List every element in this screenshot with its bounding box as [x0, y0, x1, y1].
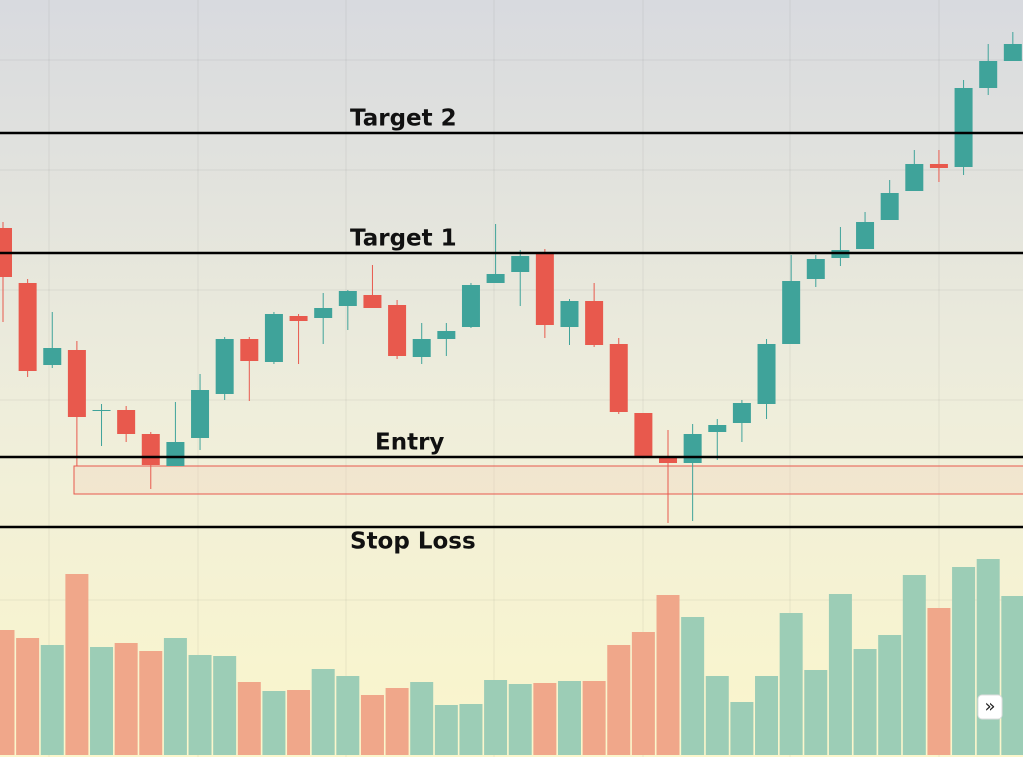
candle-body: [511, 256, 530, 272]
volume-bar: [311, 669, 335, 755]
candle-body: [289, 316, 308, 321]
volume-bar: [508, 684, 532, 755]
volume-bar: [484, 680, 508, 755]
level-label: Entry: [375, 430, 444, 456]
volume-pane: [0, 559, 1023, 755]
candle-body: [141, 434, 160, 465]
volume-bar: [385, 688, 409, 755]
volume-bar: [459, 704, 483, 755]
candle-body: [437, 331, 456, 339]
volume-bar: [976, 559, 1000, 755]
volume-bar: [65, 574, 89, 755]
candle-body: [92, 410, 111, 411]
candle-body: [1003, 44, 1022, 61]
volume-bar: [705, 676, 729, 755]
button-bg[interactable]: [977, 694, 1003, 720]
candle-body: [486, 274, 505, 283]
zone: [73, 465, 1023, 495]
volume-bar: [1001, 596, 1023, 755]
candle-body: [954, 88, 973, 167]
candle-body: [412, 339, 431, 357]
volume-bar: [533, 683, 557, 755]
candle-body: [43, 348, 62, 365]
scroll-button[interactable]: »: [977, 694, 1003, 720]
volume-bar: [902, 575, 926, 755]
candle-body: [166, 442, 185, 466]
volume-bar: [287, 690, 311, 755]
volume-bar: [952, 567, 976, 755]
candle-body: [585, 301, 604, 345]
candle-body: [264, 314, 283, 362]
volume-bar: [755, 676, 779, 755]
candle-body: [609, 344, 628, 412]
candle-body: [634, 413, 653, 456]
button-label[interactable]: »: [984, 696, 995, 717]
volume-bar: [681, 617, 705, 755]
volume-bar: [139, 651, 163, 755]
level-label: Target 2: [350, 106, 457, 132]
candle-body: [757, 344, 776, 404]
candle-body: [979, 61, 998, 88]
volume-bar: [779, 613, 803, 755]
candle-body: [535, 254, 554, 325]
volume-bar: [336, 676, 360, 755]
candle-body: [67, 350, 86, 417]
candles: [0, 32, 1022, 523]
volume-bar: [434, 705, 458, 755]
candle-body: [806, 259, 825, 279]
volume-bar: [188, 655, 212, 755]
volume-bar: [656, 595, 680, 755]
candle-body: [880, 193, 899, 220]
candle-body: [388, 305, 407, 356]
candle-body: [18, 283, 37, 371]
volume-bar: [90, 647, 114, 755]
candle-body: [117, 410, 136, 434]
candle-body: [560, 301, 579, 327]
levels: Target 2 Target 1 Entry Stop Loss: [0, 106, 1023, 555]
volume-bar: [730, 702, 754, 755]
candle-body: [314, 308, 333, 318]
volume-bar: [360, 695, 384, 755]
candle-body: [659, 458, 678, 463]
volume-bar: [853, 649, 877, 755]
candle-body: [338, 291, 357, 306]
volume-bar: [410, 682, 434, 755]
level-label: Target 1: [350, 226, 457, 252]
candle-body: [929, 164, 948, 168]
volume-bar: [114, 643, 138, 755]
candle-body: [683, 434, 702, 463]
volume-bar: [163, 638, 187, 755]
volume-bar: [804, 670, 828, 755]
volume-bar: [0, 630, 15, 755]
candle-body: [461, 285, 480, 327]
volume-bar: [631, 632, 655, 755]
zone-layer: [73, 465, 1023, 495]
candle-body: [732, 403, 751, 423]
candle-body: [363, 295, 382, 308]
candle-body: [782, 281, 801, 344]
candle-body: [191, 390, 210, 438]
candle-body: [905, 164, 924, 191]
candle-body: [240, 339, 259, 361]
candle-body: [856, 222, 875, 249]
volume-bar: [878, 635, 902, 755]
volume-bar: [557, 681, 581, 755]
volume-bar: [927, 608, 951, 755]
volume-bar: [828, 594, 852, 755]
volume-bar: [40, 645, 64, 755]
volume-bar: [16, 638, 40, 755]
volume-bar: [582, 681, 606, 755]
volume-bar: [262, 691, 286, 755]
volume-bar: [237, 682, 261, 755]
level-label: Stop Loss: [350, 529, 476, 555]
volume-bar: [213, 656, 237, 755]
candle-body: [215, 339, 234, 394]
candle-body: [708, 425, 727, 432]
volume-bar: [607, 645, 631, 755]
